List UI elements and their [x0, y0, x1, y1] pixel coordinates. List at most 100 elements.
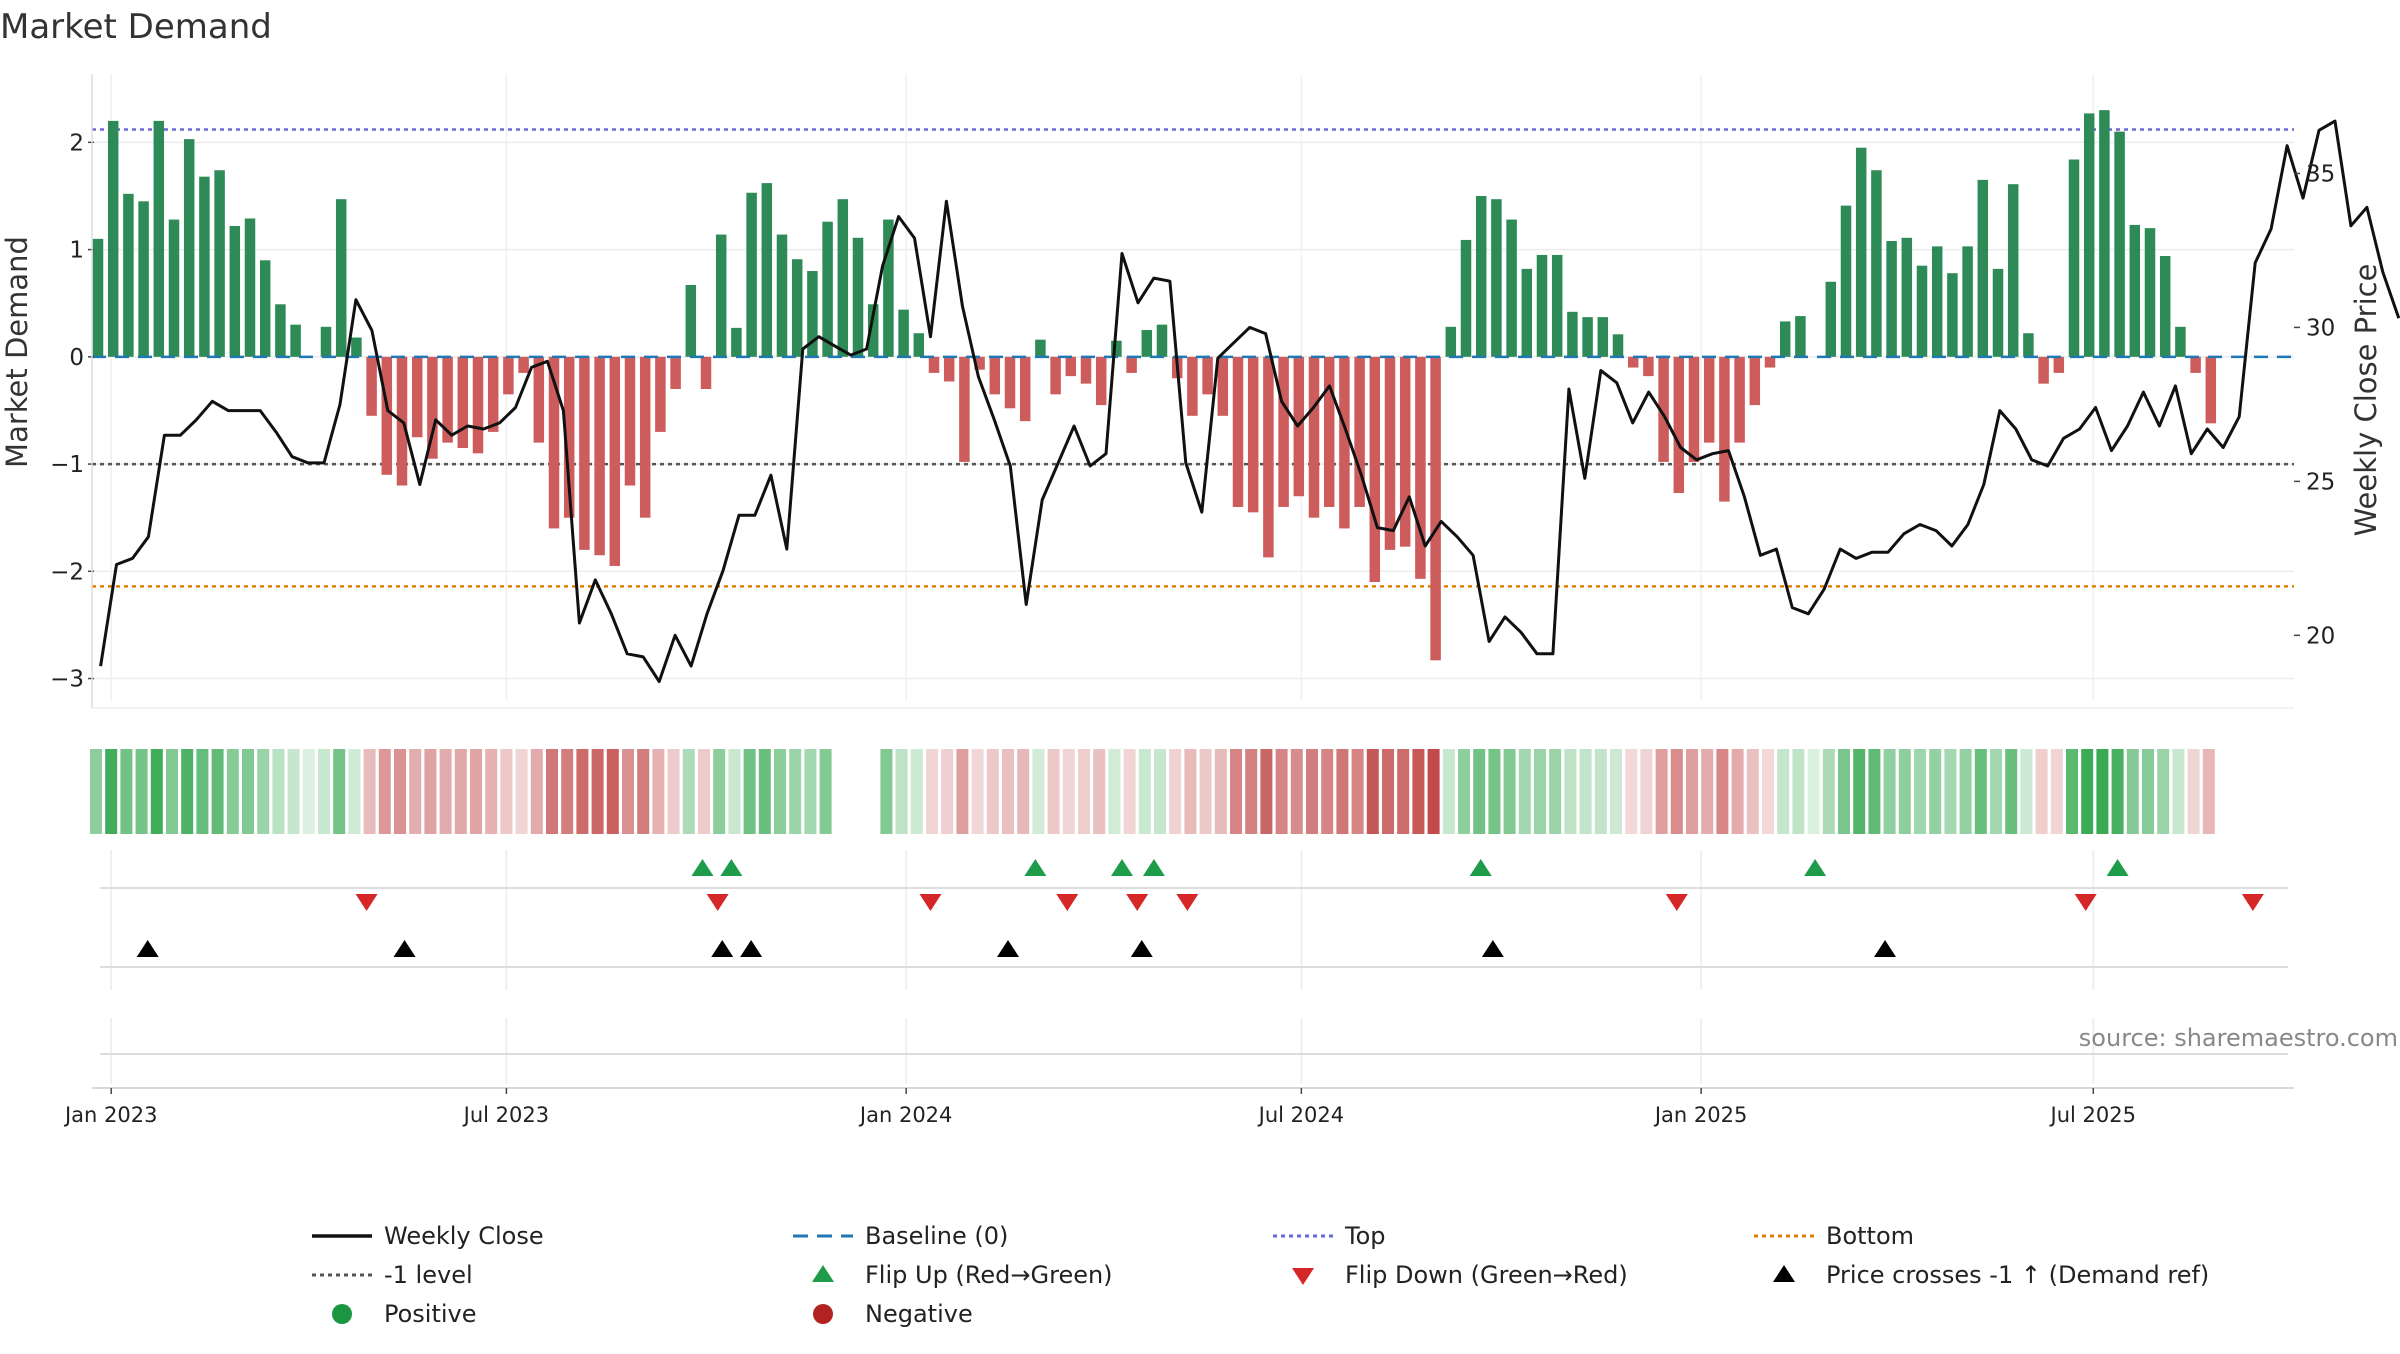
state-cell: [971, 749, 984, 834]
flip-down-marker: [706, 894, 729, 911]
demand-bar: [2144, 228, 2156, 357]
flip-down-marker: [1056, 894, 1079, 911]
state-cell: [956, 749, 969, 834]
state-cell: [1746, 749, 1759, 834]
demand-bar: [807, 271, 818, 357]
demand-bar: [989, 356, 1001, 395]
flip-up-marker: [720, 859, 743, 876]
demand-bar: [563, 356, 575, 518]
state-cell: [500, 749, 513, 834]
state-cell: [2035, 749, 2048, 834]
demand-bar: [2083, 113, 2095, 357]
legend-label: Positive: [384, 1300, 477, 1328]
state-cell: [774, 749, 786, 834]
demand-bar: [153, 120, 165, 357]
state-cell: [926, 749, 938, 834]
grid: [92, 74, 2294, 1084]
legend-label: Flip Up (Red→Green): [865, 1261, 1113, 1289]
state-cell: [1184, 749, 1197, 834]
state-cell: [1382, 749, 1394, 834]
state-cell: [2081, 749, 2094, 834]
state-cell: [1078, 749, 1090, 834]
reference-levels: [92, 128, 2294, 588]
demand-bars: [92, 110, 2294, 661]
demand-bar: [1840, 205, 1852, 357]
state-cell: [363, 749, 376, 834]
legend-label: Price crosses -1 ↑ (Demand ref): [1826, 1261, 2209, 1289]
state-cell: [1990, 749, 2002, 834]
demand-bar: [1734, 356, 1745, 443]
legend-label: -1 level: [384, 1261, 473, 1289]
price-cross-marker: [1874, 940, 1897, 957]
state-cell: [1564, 749, 1577, 834]
demand-bar: [229, 225, 241, 357]
state-cell: [1822, 749, 1835, 834]
state-cell: [1427, 749, 1440, 834]
state-cell: [2096, 749, 2109, 834]
state-cell: [211, 749, 224, 834]
state-cell: [470, 749, 482, 834]
legend: Weekly Close Baseline (0) Top Bottom -1 leve…: [312, 1222, 2209, 1328]
state-cell: [2172, 749, 2185, 834]
legend-item: Flip Down (Green→Red): [1292, 1261, 1628, 1289]
demand-bar: [1901, 237, 1913, 357]
state-cell: [287, 749, 300, 834]
state-cell: [1290, 749, 1303, 834]
legend-item: Positive: [332, 1300, 477, 1328]
demand-bar: [2190, 356, 2201, 373]
state-cell: [895, 749, 908, 834]
demand-bar: [2129, 224, 2141, 357]
demand-bar: [1460, 239, 1472, 357]
state-cell: [1138, 749, 1151, 834]
state-cell: [1518, 749, 1531, 834]
legend-item: Price crosses -1 ↑ (Demand ref): [1773, 1261, 2209, 1289]
state-cell: [637, 749, 650, 834]
flip-down-marker: [2074, 894, 2097, 911]
demand-bar: [1795, 316, 1806, 357]
price-cross-marker: [997, 940, 1019, 957]
state-cell: [242, 749, 254, 834]
legend-label: Negative: [865, 1300, 973, 1328]
state-cell: [1458, 749, 1470, 834]
demand-bar: [1095, 356, 1107, 406]
y2-tick-label: 35: [2306, 161, 2335, 187]
state-cell: [1594, 749, 1607, 834]
state-cell: [2187, 749, 2200, 834]
flip-up-marker: [1142, 859, 1165, 876]
demand-bar: [1202, 356, 1213, 395]
state-cell: [409, 749, 422, 834]
state-cell: [1169, 749, 1182, 834]
demand-bar: [1612, 334, 1624, 357]
state-cell: [1959, 749, 1972, 834]
state-cell: [1108, 749, 1121, 834]
price-cross-marker: [393, 940, 416, 957]
state-cell: [333, 749, 346, 834]
state-cell: [910, 749, 923, 834]
state-cell: [880, 749, 893, 834]
state-cell: [1306, 749, 1318, 834]
state-cell: [196, 749, 209, 834]
state-cell: [758, 749, 771, 834]
demand-bar: [974, 356, 985, 370]
demand-bar: [275, 304, 286, 357]
state-cell: [1245, 749, 1258, 834]
demand-bar: [1323, 356, 1335, 507]
flip-up-marker: [1024, 859, 1047, 876]
demand-bar: [959, 356, 970, 462]
state-cell: [257, 749, 270, 834]
state-cell: [1579, 749, 1592, 834]
legend-swatch-dot: [813, 1304, 833, 1324]
demand-bar: [685, 284, 697, 357]
state-cell: [1868, 749, 1881, 834]
demand-bar: [518, 356, 529, 373]
state-cell: [272, 749, 285, 834]
state-cell: [302, 749, 315, 834]
demand-bar: [1506, 219, 1517, 357]
state-cell: [2111, 749, 2124, 834]
demand-bar: [2175, 326, 2186, 357]
demand-bar: [1551, 254, 1563, 357]
state-cell: [1154, 749, 1166, 834]
demand-bar: [1399, 356, 1411, 547]
demand-bar: [1187, 356, 1198, 416]
